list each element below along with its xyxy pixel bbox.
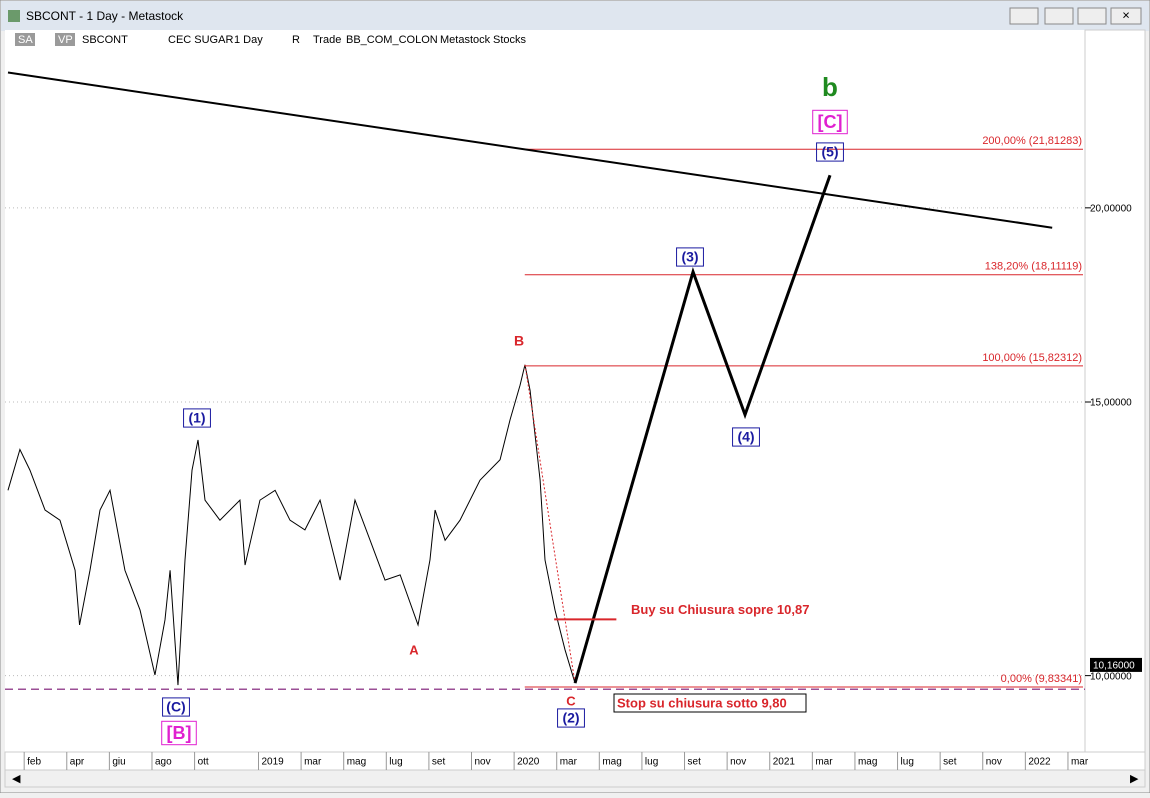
x-tick-label: ago bbox=[155, 757, 172, 768]
wave-label: (3) bbox=[681, 249, 698, 265]
x-tick-label: mag bbox=[602, 757, 621, 768]
x-tick-label: mar bbox=[815, 757, 833, 768]
title-bar bbox=[1, 1, 1149, 31]
x-tick-label: set bbox=[688, 757, 702, 768]
scroll-right[interactable]: ▶ bbox=[1130, 773, 1139, 785]
wave-label: b bbox=[822, 72, 838, 102]
window-title: SBCONT - 1 Day - Metastock bbox=[26, 9, 184, 23]
fib-label: 200,00% (21,81283) bbox=[982, 135, 1082, 147]
x-tick-label: mag bbox=[858, 757, 877, 768]
x-tick-label: lug bbox=[389, 757, 402, 768]
x-tick-label: lug bbox=[645, 757, 658, 768]
x-tick-label: nov bbox=[986, 757, 1002, 768]
restore-button[interactable] bbox=[1009, 7, 1039, 25]
wave-box bbox=[816, 142, 844, 162]
x-tick-label: nov bbox=[475, 757, 491, 768]
price-axis bbox=[1084, 29, 1146, 753]
scrollbar[interactable] bbox=[4, 769, 1146, 788]
y-tick-label: 10,00000 bbox=[1090, 671, 1132, 682]
scroll-left[interactable]: ◀ bbox=[12, 773, 21, 785]
buy-note: Buy su Chiusura sopre 10,87 bbox=[631, 602, 809, 617]
wave-label: (1) bbox=[188, 410, 205, 426]
wave-label: (2) bbox=[562, 710, 579, 726]
plot: 20,00000 15,00000 10,00000 feb apr giu ago ott 2… bbox=[5, 71, 1142, 770]
fib-label: 0,00% (9,83341) bbox=[1001, 673, 1082, 685]
toolbar-item[interactable]: Trade bbox=[313, 34, 341, 46]
y-tick-label: 15,00000 bbox=[1090, 398, 1132, 409]
toolbar-item[interactable]: VP bbox=[58, 34, 73, 46]
toolbar-item[interactable]: Metastock bbox=[440, 34, 491, 46]
wave-label: [B] bbox=[167, 723, 192, 743]
toolbar-button[interactable] bbox=[15, 33, 35, 46]
maximize-button[interactable] bbox=[1077, 7, 1107, 25]
wave-label: (C) bbox=[166, 699, 185, 715]
wave-label: B bbox=[514, 333, 524, 349]
x-tick-label: apr bbox=[70, 757, 85, 768]
close-icon: × bbox=[1122, 7, 1130, 22]
wave-box bbox=[162, 697, 190, 717]
x-tick-label: ott bbox=[198, 757, 209, 768]
y-tick-label: 20,00000 bbox=[1090, 203, 1132, 214]
wave-label: [C] bbox=[818, 112, 843, 132]
x-tick-label: feb bbox=[27, 757, 41, 768]
wave-label: (5) bbox=[821, 144, 838, 160]
toolbar-button[interactable] bbox=[55, 33, 75, 46]
x-tick-label: mar bbox=[304, 757, 322, 768]
app-icon bbox=[8, 10, 20, 22]
wave-box bbox=[161, 720, 197, 746]
wave-label: A bbox=[409, 642, 419, 657]
last-price-label: 10,16000 bbox=[1093, 661, 1135, 672]
fib-label: 100,00% (15,82312) bbox=[982, 352, 1082, 364]
x-tick-label: lug bbox=[901, 757, 914, 768]
plot-area bbox=[5, 30, 1085, 752]
x-tick-label: 2022 bbox=[1028, 757, 1051, 768]
trend-line bbox=[7, 71, 1053, 229]
wave-box bbox=[732, 427, 760, 447]
close-button[interactable] bbox=[1110, 7, 1142, 25]
x-tick-label: mag bbox=[347, 757, 366, 768]
wave-box bbox=[557, 708, 585, 728]
toolbar-item[interactable]: SA bbox=[18, 34, 33, 46]
wave-label: (4) bbox=[737, 429, 754, 445]
minimize-button[interactable] bbox=[1044, 7, 1074, 25]
toolbar-item[interactable]: Stocks bbox=[493, 34, 527, 46]
x-tick-label: 2021 bbox=[773, 757, 796, 768]
wave-box bbox=[183, 408, 211, 428]
toolbar-item[interactable]: BB_COM_COLON bbox=[346, 34, 438, 46]
x-tick-label: set bbox=[943, 757, 957, 768]
wave-label: C bbox=[566, 693, 576, 708]
x-tick-label: nov bbox=[730, 757, 746, 768]
x-tick-label: 2019 bbox=[261, 757, 284, 768]
toolbar-item[interactable]: SBCONT bbox=[82, 34, 128, 46]
stop-note-box bbox=[613, 693, 807, 713]
wave-box bbox=[812, 109, 848, 135]
x-tick-label: giu bbox=[112, 757, 125, 768]
x-tick-label: mar bbox=[1071, 757, 1089, 768]
x-tick-label: 2020 bbox=[517, 757, 540, 768]
x-tick-label: set bbox=[432, 757, 446, 768]
toolbar-item[interactable]: 1 Day bbox=[234, 34, 263, 46]
toolbar: SA VP SBCONT CEC SUGAR 1 Day R Trade BB_COM_COL… bbox=[15, 33, 527, 46]
x-tick-label: mar bbox=[560, 757, 578, 768]
projection-line bbox=[573, 174, 832, 684]
stop-note: Stop su chiusura sotto 9,80 bbox=[617, 695, 787, 710]
wave-box bbox=[676, 247, 704, 267]
toolbar-item[interactable]: CEC SUGAR bbox=[168, 34, 233, 46]
fib-label: 138,20% (18,11119) bbox=[985, 261, 1082, 273]
b-c-line bbox=[524, 364, 576, 684]
last-price-box bbox=[1090, 657, 1142, 672]
toolbar-item[interactable]: R bbox=[292, 34, 300, 46]
price-line bbox=[7, 364, 576, 686]
